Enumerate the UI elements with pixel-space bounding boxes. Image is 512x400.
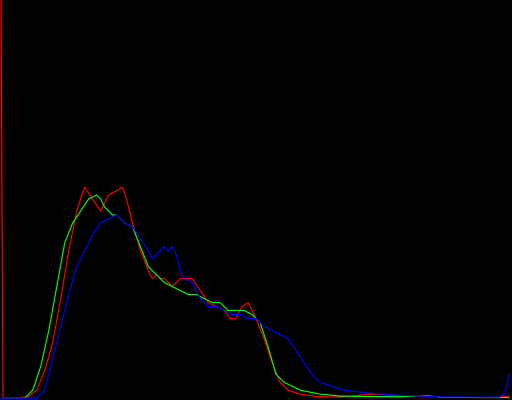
histogram-series-line-1 xyxy=(0,194,510,399)
histogram-series-line-2 xyxy=(0,214,510,399)
